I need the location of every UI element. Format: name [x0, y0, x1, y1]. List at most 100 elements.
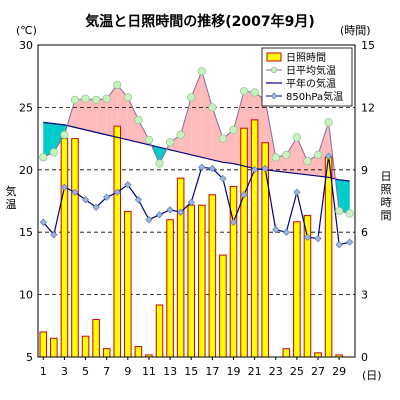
warm-anomaly-fill	[74, 98, 86, 130]
sunshine-bar	[198, 204, 206, 358]
sunshine-bar	[240, 127, 248, 358]
warm-anomaly-fill	[180, 97, 192, 155]
daily-mean-temp-point	[345, 209, 354, 218]
x-tick-label: 21	[248, 365, 262, 378]
850hpa-temp-point	[250, 166, 259, 174]
sunshine-bar	[102, 348, 111, 358]
y-tick-label-right: 9	[361, 164, 368, 177]
sunshine-bar	[134, 346, 143, 358]
daily-mean-temp-point	[271, 153, 280, 162]
sunshine-bar	[60, 138, 69, 358]
850hpa-temp-point	[293, 188, 301, 196]
warm-anomaly-fill	[170, 134, 181, 153]
850hpa-temp-point	[187, 198, 195, 206]
sunshine-bar	[166, 219, 174, 358]
x-tick-label: 23	[269, 365, 283, 378]
sunshine-bar	[50, 337, 58, 358]
x-tick-label: 9	[124, 365, 131, 378]
sunshine-bar	[261, 142, 269, 358]
sunshine-bar	[155, 304, 164, 358]
sunshine-bar	[92, 319, 100, 358]
850hpa-temp-point	[103, 193, 111, 201]
daily-mean-temp-point	[49, 148, 58, 157]
850hpa-temp-point	[134, 196, 143, 204]
cool-anomaly-fill	[43, 122, 54, 158]
850hpa-temp-point	[155, 211, 164, 219]
x-tick-label: 7	[103, 365, 110, 378]
plot-frame	[37, 44, 356, 358]
850hpa-temp-point	[346, 238, 354, 246]
legend-label: 日照時間	[286, 52, 326, 64]
sunshine-bar	[39, 331, 48, 358]
warm-anomaly-fill	[212, 107, 223, 163]
daily-mean-temp-point	[176, 130, 185, 139]
warm-anomaly-fill	[286, 137, 297, 174]
850hpa-temp-point	[198, 163, 206, 171]
daily-mean-temp-point	[197, 67, 206, 76]
sunshine-bar	[176, 177, 185, 358]
x-tick-label: 27	[311, 365, 325, 378]
850hpa-temp-point	[39, 218, 47, 226]
daily-mean-temp-point	[39, 153, 48, 162]
daily-mean-temp-point	[282, 150, 291, 159]
850hpa-temp-point	[145, 216, 153, 224]
x-tick-label: 15	[184, 365, 198, 378]
850hpa-temp-point	[177, 208, 185, 216]
x-tick-label: 1	[40, 365, 47, 378]
sunshine-bar	[293, 221, 301, 358]
warm-anomaly-fill	[201, 71, 213, 160]
sunshine-bar	[81, 335, 90, 358]
daily-mean-temp-point	[113, 80, 122, 90]
850hpa-temp-point	[113, 188, 121, 196]
850hpa-temp-point	[272, 226, 280, 234]
daily-mean-temp-point	[324, 118, 333, 127]
warm-anomaly-fill	[96, 98, 107, 135]
850hpa-temp-point	[229, 218, 238, 226]
legend-label: 日平均気温	[286, 64, 336, 77]
normal-temp-line	[43, 121, 350, 182]
daily-mean-temp-point	[155, 159, 164, 168]
850hpa-temp-point	[303, 233, 312, 241]
x-tick-label: 3	[61, 365, 68, 378]
legend-bar-swatch	[266, 52, 282, 62]
daily-mean-temp-point	[250, 88, 259, 97]
sunshine-bar	[113, 125, 122, 358]
daily-mean-temp-point	[70, 95, 80, 105]
x-tick-label: 29	[332, 365, 346, 378]
y-tick-label-left: 20	[19, 164, 33, 177]
y-tick-label-left: 25	[19, 101, 33, 114]
850hpa-temp-point	[219, 174, 227, 183]
daily-mean-temp-point	[239, 87, 249, 96]
850hpa-temp-point	[261, 164, 269, 173]
daily-mean-temp-point	[292, 133, 301, 142]
850hpa-temp-point	[92, 203, 100, 211]
daily-mean-temp-point	[313, 150, 323, 159]
x-tick-label: 11	[142, 365, 156, 378]
sunshine-bar	[219, 254, 227, 358]
sunshine-bar	[282, 348, 291, 358]
right-unit-label: (時間)	[340, 24, 371, 37]
x-tick-label: 17	[205, 365, 219, 378]
daily-mean-temp-point	[165, 138, 175, 147]
850hpa-temp-point	[208, 164, 216, 173]
sunshine-bar	[187, 204, 195, 358]
legend-label: 平年の気温	[286, 77, 336, 90]
legend-label: 850hPa気温	[286, 90, 343, 103]
y-tick-label-left: 15	[19, 226, 33, 239]
legend-850hpa-marker	[270, 92, 278, 100]
daily-mean-temp-point	[92, 95, 101, 105]
x-tick-label: 13	[163, 365, 177, 378]
cool-anomaly-fill	[339, 179, 350, 214]
y-axis-label-left: 気温	[6, 184, 17, 211]
850hpa-temp-point	[60, 183, 69, 191]
daily-mean-temp-point	[303, 156, 312, 166]
y-tick-label-right: 3	[361, 289, 368, 302]
daily-mean-temp-point	[229, 125, 238, 134]
850hpa-temp-point	[324, 152, 333, 160]
warm-anomaly-fill	[191, 71, 202, 158]
850hpa-temp-point	[166, 206, 174, 214]
850hpa-temp-point	[314, 234, 322, 243]
850hpa-temp-point	[81, 196, 90, 204]
